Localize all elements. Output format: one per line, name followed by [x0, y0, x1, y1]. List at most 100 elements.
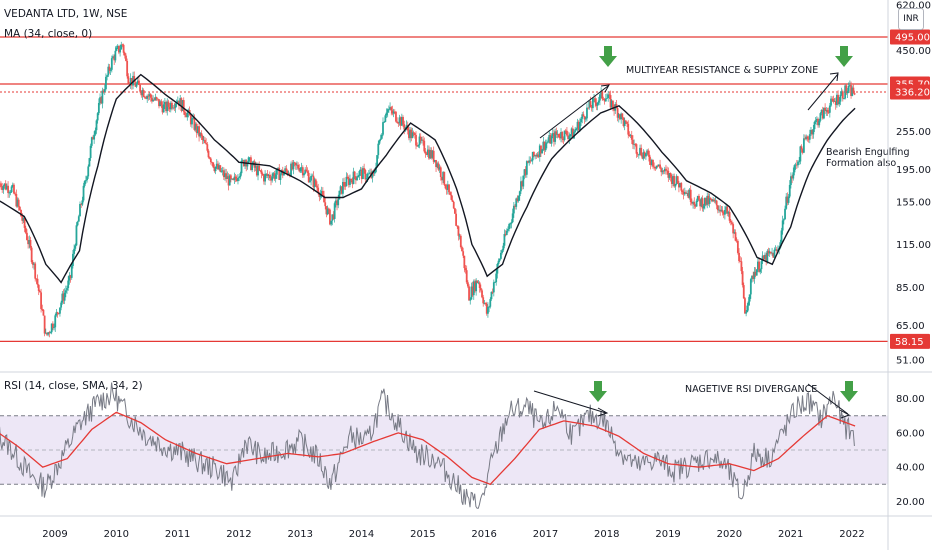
candle: [444, 183, 447, 190]
svg-text:336.20: 336.20: [895, 87, 930, 98]
candle: [167, 99, 170, 111]
candle: [716, 205, 719, 214]
candle: [620, 112, 623, 124]
candle: [588, 99, 591, 110]
candle: [138, 77, 140, 86]
candle: [455, 209, 457, 226]
candle: [726, 204, 729, 217]
candle: [266, 169, 269, 179]
candle: [303, 172, 305, 178]
price-axis[interactable]: 620.00 450.00 255.00 195.00 155.00 115.00 85.0…: [896, 1, 931, 367]
candle: [214, 166, 217, 175]
candle: [488, 305, 491, 313]
candle: [294, 162, 297, 170]
candle: [172, 105, 175, 110]
candle: [11, 182, 14, 188]
candle: [265, 173, 268, 179]
candle: [165, 100, 167, 114]
candle: [54, 313, 57, 332]
candle: [690, 198, 693, 206]
candle: [387, 105, 390, 113]
time-axis[interactable]: 2009 2010 2011 2012 2013 2014 2015 2016 2017 2018…: [42, 529, 864, 540]
candle: [196, 126, 199, 135]
candle: [331, 214, 334, 226]
rsi-tick-label: 40.00: [896, 463, 925, 474]
candle: [435, 159, 437, 172]
candle: [607, 91, 610, 102]
candle: [749, 277, 752, 299]
candle: [10, 185, 13, 194]
candle: [781, 215, 784, 235]
candle: [50, 323, 53, 335]
candle: [549, 133, 552, 144]
candle: [369, 168, 371, 175]
candle: [833, 97, 836, 102]
candle: [16, 197, 19, 208]
candle: [769, 251, 772, 255]
candle: [714, 197, 717, 204]
currency-badge[interactable]: INR: [898, 8, 924, 30]
candle: [740, 257, 743, 275]
candle: [567, 131, 569, 142]
candle: [88, 157, 91, 167]
candle: [136, 77, 139, 85]
candle: [510, 219, 513, 229]
candle: [13, 183, 15, 195]
time-tick-label: 2018: [594, 529, 619, 540]
candle: [514, 203, 516, 210]
candle: [160, 99, 163, 108]
candle: [734, 229, 737, 242]
candle: [438, 164, 441, 173]
resistance-annotation: MULTIYEAR RESISTANCE & SUPPLY ZONE: [626, 65, 818, 76]
candle: [791, 174, 794, 184]
price-tick-label: 255.00: [896, 127, 931, 138]
candle: [122, 43, 125, 56]
candle: [846, 87, 849, 98]
candle: [469, 297, 472, 305]
candle: [442, 171, 445, 184]
candle: [51, 321, 54, 331]
candle: [491, 288, 494, 295]
candle: [695, 198, 698, 207]
candle: [676, 175, 679, 185]
candle: [551, 128, 554, 139]
candle: [147, 93, 150, 101]
candle: [346, 173, 349, 180]
candle: [533, 151, 535, 158]
candle: [575, 127, 578, 131]
candle: [753, 267, 756, 284]
candle: [334, 197, 337, 208]
candle: [685, 190, 687, 194]
candle: [212, 162, 215, 169]
candle: [548, 130, 551, 144]
candle: [790, 172, 792, 189]
candle: [481, 288, 483, 299]
candle: [26, 229, 28, 241]
candle: [102, 88, 105, 94]
candle: [523, 168, 526, 180]
candle: [125, 53, 127, 62]
time-tick-label: 2019: [655, 529, 680, 540]
candle: [314, 178, 317, 187]
candle: [406, 121, 409, 135]
candle: [362, 165, 364, 180]
candle: [454, 207, 456, 214]
candle: [511, 208, 514, 223]
candle: [688, 187, 691, 200]
candle: [189, 113, 192, 127]
candle: [410, 127, 413, 142]
rsi-tick-label: 80.00: [896, 394, 925, 405]
candle: [838, 97, 841, 107]
candle: [541, 148, 544, 154]
candle: [802, 134, 805, 154]
candle: [325, 206, 328, 218]
candle: [748, 294, 751, 306]
candle: [48, 330, 51, 338]
candle: [343, 177, 345, 190]
candle: [819, 112, 822, 123]
candle: [109, 67, 112, 75]
candle: [799, 145, 802, 165]
candle: [312, 171, 315, 192]
rsi-axis[interactable]: 80.00 60.00 40.00 20.00: [896, 394, 925, 508]
candle: [517, 195, 520, 203]
